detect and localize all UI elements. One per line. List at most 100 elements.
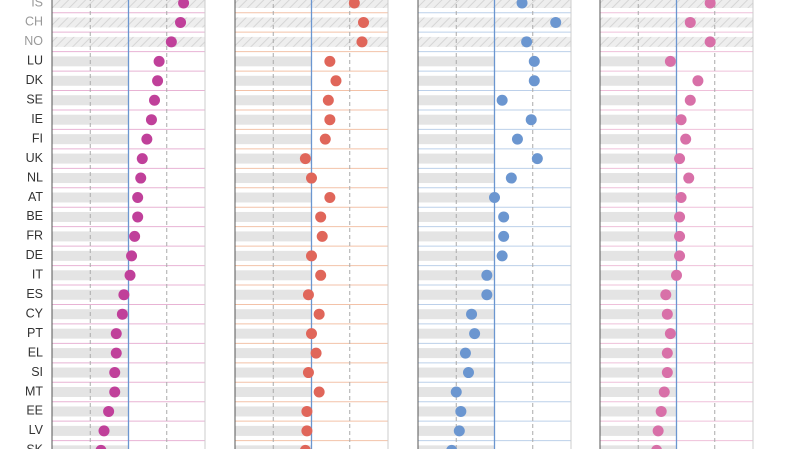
dot xyxy=(109,367,121,379)
dot xyxy=(658,386,670,398)
dot xyxy=(704,0,716,9)
dot xyxy=(692,75,704,87)
dot xyxy=(315,269,327,281)
row-bar xyxy=(600,95,677,106)
dot xyxy=(466,308,478,320)
dot xyxy=(450,386,462,398)
dot xyxy=(496,94,508,106)
row-bar xyxy=(418,348,495,359)
dot xyxy=(149,94,161,106)
row-bar xyxy=(418,250,495,261)
dot xyxy=(521,36,533,48)
dot xyxy=(299,153,311,165)
dot xyxy=(453,425,465,437)
row-bar xyxy=(52,17,129,28)
dot xyxy=(664,328,676,340)
dot xyxy=(141,133,153,145)
category-label: LV xyxy=(29,423,44,437)
row-bar xyxy=(235,270,312,281)
dot xyxy=(481,289,493,301)
row-bar xyxy=(52,173,129,184)
category-label: CH xyxy=(25,15,43,29)
dot xyxy=(459,347,471,359)
category-label: IS xyxy=(31,0,43,9)
dot xyxy=(675,114,687,126)
row-bar xyxy=(52,192,129,203)
row-bar-rest xyxy=(311,17,388,28)
dot xyxy=(655,405,667,417)
dot xyxy=(110,328,122,340)
dot xyxy=(132,192,144,203)
dot xyxy=(175,16,187,28)
category-label: PT xyxy=(27,326,43,340)
dot xyxy=(671,269,682,281)
dot xyxy=(98,425,110,437)
dot xyxy=(664,55,676,67)
category-label: SK xyxy=(26,443,43,449)
row-bar xyxy=(418,17,495,28)
dot xyxy=(178,0,190,9)
dot xyxy=(651,444,662,449)
dot xyxy=(661,308,673,320)
category-label: LU xyxy=(27,54,43,68)
row-bar xyxy=(52,250,129,261)
row-bar xyxy=(600,367,677,378)
dot xyxy=(675,192,687,203)
category-label: CY xyxy=(26,306,44,320)
dot xyxy=(528,55,540,67)
dot xyxy=(462,367,474,379)
dot xyxy=(313,308,325,320)
dot xyxy=(330,75,342,87)
dot xyxy=(324,192,336,203)
dot xyxy=(126,250,138,262)
dot xyxy=(516,0,528,9)
category-label: FI xyxy=(32,131,43,145)
row-bar xyxy=(600,425,677,436)
dot xyxy=(165,36,177,48)
category-label: IE xyxy=(31,112,43,126)
dot xyxy=(481,269,493,281)
dot xyxy=(136,153,148,165)
category-label: UK xyxy=(26,151,44,165)
dot xyxy=(652,425,664,437)
row-bar xyxy=(418,173,495,184)
dot xyxy=(95,444,107,449)
dot xyxy=(315,211,327,223)
dot xyxy=(455,405,467,417)
row-bar xyxy=(235,95,312,106)
dot xyxy=(684,94,696,106)
category-label: NO xyxy=(24,34,43,48)
row-bar xyxy=(52,425,129,436)
dot xyxy=(300,444,311,449)
row-bar xyxy=(235,250,312,261)
row-bar-rest xyxy=(128,17,205,28)
dot xyxy=(498,230,510,242)
row-bar xyxy=(418,95,495,106)
dot xyxy=(116,308,128,320)
dot xyxy=(306,250,317,262)
dot xyxy=(528,75,540,87)
category-label: SI xyxy=(31,365,43,379)
category-label: AT xyxy=(28,190,43,204)
dot xyxy=(319,133,331,145)
category-label: EE xyxy=(26,404,43,418)
category-label: FR xyxy=(26,229,43,243)
row-bar xyxy=(600,192,677,203)
row-bar-rest xyxy=(676,17,753,28)
dot xyxy=(511,133,523,145)
dot xyxy=(313,386,325,398)
dot xyxy=(110,347,122,359)
dot xyxy=(109,386,121,398)
row-bar xyxy=(52,75,129,86)
dot xyxy=(145,114,157,126)
row-bar xyxy=(600,173,677,184)
row-bar xyxy=(235,425,312,436)
dot xyxy=(660,289,672,301)
dot xyxy=(496,250,508,262)
dot xyxy=(124,269,136,281)
dot xyxy=(135,172,147,184)
dot xyxy=(531,153,543,165)
category-label: BE xyxy=(26,209,43,223)
row-bar xyxy=(600,17,677,28)
